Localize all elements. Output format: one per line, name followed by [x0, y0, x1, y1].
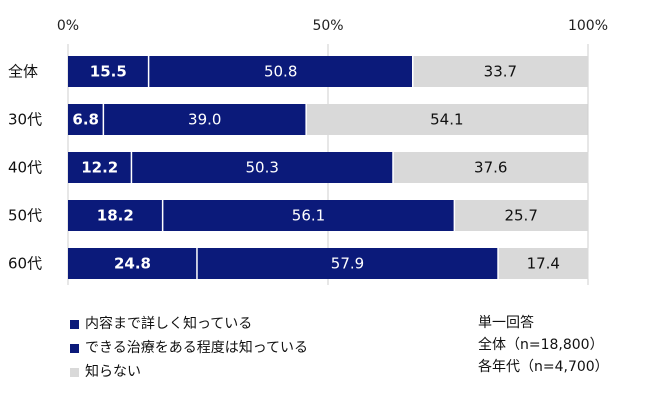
data-label-partial-1: 39.0 — [188, 111, 221, 129]
bar-partial-0 — [148, 56, 413, 87]
legend-item-detail: 内容まで詳しく知っている — [70, 312, 308, 336]
bar-detail-0 — [68, 56, 149, 87]
data-label-partial-3: 56.1 — [292, 207, 325, 225]
data-label-detail-4: 24.8 — [114, 255, 151, 273]
bar-unknown-3 — [454, 200, 588, 231]
bar-unknown-0 — [412, 56, 588, 87]
data-label-detail-1: 6.8 — [72, 111, 99, 129]
legend-label-unknown: 知らない — [85, 364, 141, 380]
data-label-unknown-0: 33.7 — [484, 63, 517, 81]
data-label-unknown-2: 37.6 — [474, 159, 507, 177]
x-tick-label-2: 100% — [568, 18, 608, 34]
stacked-bar-chart: 0% 50% 100% 全体 15.5 50.8 33.7 30代 6.8 39.0 54.1 40代… — [8, 18, 608, 285]
data-label-partial-0: 50.8 — [264, 63, 297, 81]
bar-detail-1 — [68, 104, 104, 135]
data-label-partial-2: 50.3 — [246, 159, 279, 177]
sample-note: 単一回答 全体（n=18,800） 各年代（n=4,700） — [478, 312, 609, 378]
x-tick-label-0: 0% — [57, 18, 79, 34]
x-tick-label-1: 50% — [312, 18, 343, 34]
legend: 内容まで詳しく知っている できる治療をある程度は知っている 知らない — [70, 312, 308, 384]
legend-item-partial: できる治療をある程度は知っている — [70, 336, 308, 360]
data-label-detail-0: 15.5 — [90, 63, 127, 81]
bar-partial-3 — [162, 200, 455, 231]
category-label-3: 50代 — [8, 207, 42, 225]
legend-item-unknown: 知らない — [70, 360, 308, 384]
bar-unknown-1 — [306, 104, 588, 135]
bar-partial-2 — [131, 152, 393, 183]
note-total-n: 全体（n=18,800） — [478, 337, 604, 353]
category-label-1: 30代 — [8, 111, 42, 129]
bar-detail-2 — [68, 152, 132, 183]
legend-label-partial: できる治療をある程度は知っている — [85, 340, 309, 356]
data-label-unknown-1: 54.1 — [430, 111, 463, 129]
bar-detail-3 — [68, 200, 163, 231]
bar-partial-1 — [103, 104, 307, 135]
data-label-partial-4: 57.9 — [331, 255, 364, 273]
category-label-2: 40代 — [8, 159, 42, 177]
note-age-n: 各年代（n=4,700） — [478, 359, 609, 375]
data-label-detail-2: 12.2 — [81, 159, 118, 177]
category-label-0: 全体 — [8, 63, 38, 81]
note-answer-type: 単一回答 — [478, 315, 534, 331]
legend-label-detail: 内容まで詳しく知っている — [85, 316, 253, 332]
bar-detail-4 — [68, 248, 197, 279]
bar-partial-4 — [196, 248, 499, 279]
legend-swatch-partial — [70, 343, 79, 353]
data-label-unknown-4: 17.4 — [527, 255, 560, 273]
category-label-4: 60代 — [8, 255, 42, 273]
legend-swatch-detail — [70, 319, 79, 329]
bar-unknown-4 — [498, 248, 589, 279]
legend-swatch-unknown — [70, 367, 79, 377]
data-label-detail-3: 18.2 — [97, 207, 134, 225]
bar-unknown-2 — [393, 152, 589, 183]
data-label-unknown-3: 25.7 — [504, 207, 537, 225]
